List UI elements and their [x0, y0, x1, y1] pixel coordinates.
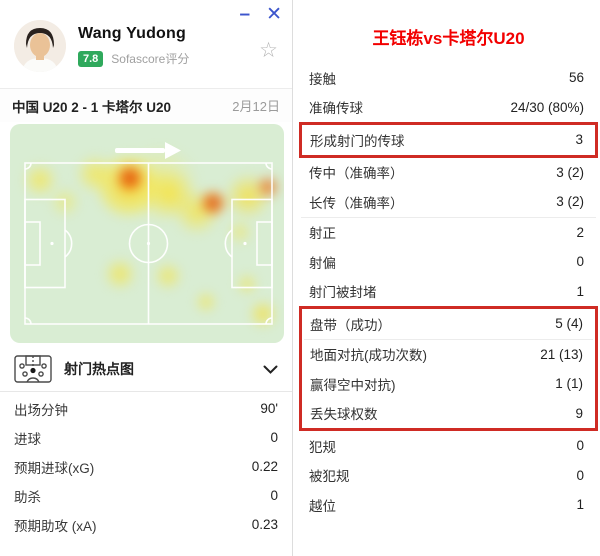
- stat-value: 0: [576, 254, 584, 270]
- stat-label: 预期助攻 (xA): [14, 518, 97, 534]
- stat-row: 准确传球 24/30 (80%): [299, 93, 598, 123]
- stat-row: 出场分钟 90': [0, 394, 292, 423]
- stat-value: 1: [576, 497, 584, 513]
- player-panel: – ✕ ☆ Wang Yudong 7.8 Sofascore评分: [0, 0, 293, 556]
- stat-row: 盘带（成功） 5 (4): [302, 309, 595, 339]
- left-stats-list: 出场分钟 90' 进球 0 预期进球(xG) 0.22 助杀 0 预期助攻 (x…: [0, 392, 292, 541]
- stat-value: 56: [568, 70, 584, 86]
- player-avatar: [14, 20, 66, 72]
- favorite-star-icon[interactable]: ☆: [259, 39, 278, 62]
- stat-value: 3: [575, 132, 583, 148]
- stat-label: 预期进球(xG): [14, 460, 95, 476]
- stat-label: 盘带（成功）: [310, 317, 391, 333]
- stat-value: 1 (1): [555, 376, 583, 392]
- stat-value: 0: [270, 488, 278, 503]
- stat-value: 5 (4): [555, 316, 583, 332]
- heatmap-blobs: [10, 124, 284, 343]
- stat-label: 射正: [309, 226, 336, 242]
- stat-value: 0: [576, 467, 584, 483]
- stat-label: 形成射门的传球: [310, 133, 405, 149]
- stat-label: 出场分钟: [14, 402, 68, 418]
- stat-label: 传中（准确率）: [309, 166, 404, 182]
- stat-row: 射门被封堵 1: [299, 277, 598, 307]
- avatar-image: [14, 20, 66, 72]
- divider: [0, 391, 292, 392]
- stat-row: 地面对抗(成功次数) 21 (13): [302, 340, 595, 370]
- chevron-down-icon[interactable]: [263, 365, 278, 374]
- stat-label: 进球: [14, 431, 41, 447]
- stat-row: 被犯规 0: [299, 461, 598, 491]
- annotation-title: 王钰栋vs卡塔尔U20: [372, 29, 525, 48]
- rating-line: 7.8 Sofascore评分: [78, 50, 189, 67]
- stat-label: 射偏: [309, 255, 336, 271]
- match-stats-panel: 王钰栋vs卡塔尔U20 接触 56 准确传球 24/30 (80%) 形成射门的…: [293, 0, 600, 556]
- stat-value: 0: [576, 438, 584, 454]
- rating-label: Sofascore评分: [111, 52, 190, 66]
- stat-row: 射偏 0: [299, 247, 598, 277]
- close-icon[interactable]: ✕: [266, 4, 282, 25]
- stat-row: 赢得空中对抗) 1 (1): [302, 369, 595, 399]
- attack-direction-arrow-icon: [115, 142, 181, 159]
- stat-row: 进球 0: [0, 423, 292, 452]
- heatmap: [10, 124, 284, 343]
- stat-value: 0.22: [251, 459, 278, 474]
- stat-label: 犯规: [309, 439, 336, 455]
- stat-value: 3 (2): [556, 194, 584, 210]
- stat-value: 1: [576, 283, 584, 299]
- stat-label: 丢失球权数: [310, 407, 378, 423]
- divider: [304, 338, 593, 340]
- stat-row: 预期助攻 (xA) 0.23: [0, 510, 292, 539]
- stat-row: 射正 2: [299, 218, 598, 248]
- stat-row: 丢失球权数 9: [302, 399, 595, 429]
- stat-row: 长传（准确率） 3 (2): [299, 187, 598, 217]
- stat-value: 21 (13): [540, 346, 583, 362]
- stat-value: 3 (2): [556, 164, 584, 180]
- stat-value: 0.23: [251, 517, 278, 532]
- stat-value: 9: [575, 405, 583, 421]
- pitch-lines: [24, 142, 273, 325]
- stat-label: 越位: [309, 498, 336, 514]
- minimize-icon[interactable]: –: [239, 4, 251, 25]
- stat-label: 被犯规: [309, 469, 350, 485]
- stat-label: 准确传球: [309, 101, 363, 117]
- stat-row: 形成射门的传球 3: [302, 125, 595, 155]
- stat-row: 接触 56: [299, 63, 598, 93]
- shot-map-label: 射门热点图: [64, 361, 134, 377]
- stat-label: 赢得空中对抗): [310, 377, 396, 393]
- stat-label: 长传（准确率）: [309, 195, 404, 211]
- shot-map-icon: [14, 355, 52, 383]
- shot-map-section-header[interactable]: 射门热点图: [0, 347, 292, 391]
- highlight-box-key-passes: 形成射门的传球 3: [299, 122, 598, 158]
- match-row[interactable]: 中国 U20 2 - 1 卡塔尔 U20 2月12日: [0, 88, 292, 122]
- match-date: 2月12日: [232, 99, 280, 114]
- stat-row: 传中（准确率） 3 (2): [299, 158, 598, 188]
- divider: [301, 216, 596, 218]
- match-score: 中国 U20 2 - 1 卡塔尔 U20: [12, 99, 172, 115]
- stat-row: 犯规 0: [299, 431, 598, 461]
- player-info: Wang Yudong 7.8 Sofascore评分: [78, 25, 189, 67]
- stat-label: 助杀: [14, 489, 41, 505]
- highlight-box-duels: 盘带（成功） 5 (4) 地面对抗(成功次数) 21 (13) 赢得空中对抗) …: [299, 306, 598, 431]
- stat-row: 预期进球(xG) 0.22: [0, 452, 292, 481]
- stat-row: 助杀 0: [0, 481, 292, 510]
- stat-row: 越位 1: [299, 490, 598, 520]
- player-header: Wang Yudong 7.8 Sofascore评分: [0, 0, 292, 88]
- player-name: Wang Yudong: [78, 25, 186, 42]
- stat-value: 2: [576, 224, 584, 240]
- rating-badge: 7.8: [78, 50, 104, 67]
- stat-label: 接触: [309, 71, 336, 87]
- stat-label: 射门被封堵: [309, 285, 377, 301]
- window-controls: – ✕: [240, 4, 283, 26]
- stat-value: 0: [270, 430, 278, 445]
- stat-value: 24/30 (80%): [510, 99, 584, 115]
- stat-label: 地面对抗(成功次数): [310, 348, 427, 364]
- stat-value: 90': [260, 401, 278, 416]
